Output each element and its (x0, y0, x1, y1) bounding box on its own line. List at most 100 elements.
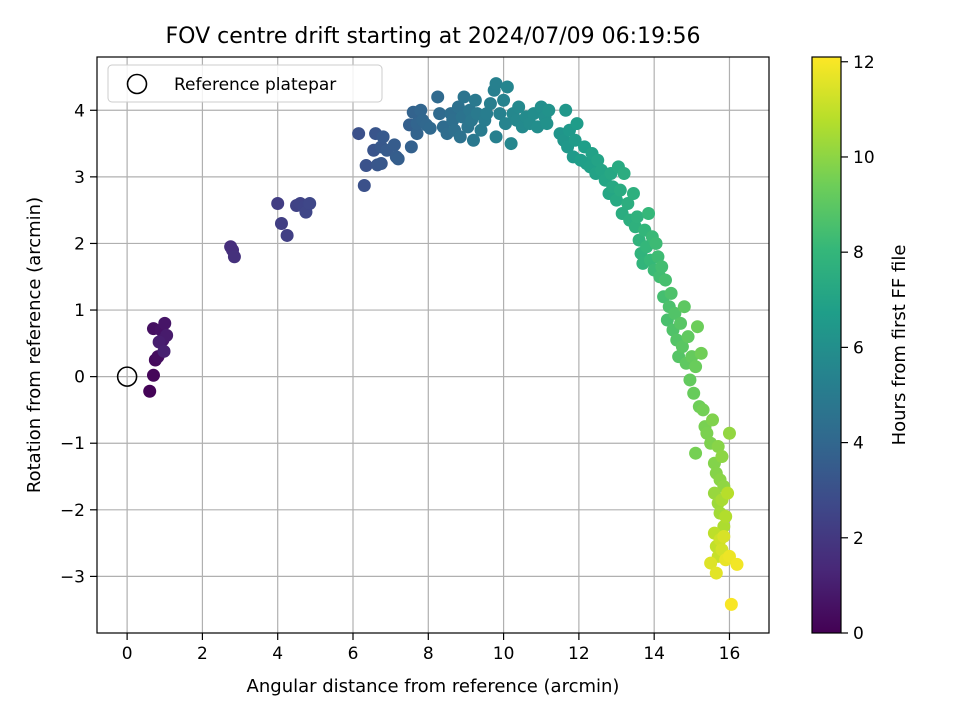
data-point (677, 300, 691, 314)
y-tick-label: −1 (60, 434, 85, 454)
data-point (374, 157, 388, 171)
data-point (722, 426, 736, 440)
data-points (143, 77, 744, 611)
data-point (423, 121, 437, 135)
data-point (387, 138, 401, 152)
legend-marker (126, 73, 148, 95)
data-point (497, 93, 511, 107)
data-point (146, 368, 160, 382)
legend-entry-reference: Reference platepar (174, 75, 336, 95)
colorbar-tick-label: 10 (853, 148, 875, 168)
legend: Reference platepar (107, 64, 383, 103)
data-point (649, 236, 663, 250)
data-point (655, 260, 669, 274)
data-point (621, 196, 635, 210)
data-point (410, 127, 424, 141)
colorbar-label: Hours from first FF file (889, 245, 910, 446)
data-point (303, 196, 317, 210)
colorbar-tick-label: 0 (853, 624, 864, 644)
data-point (715, 450, 729, 464)
y-tick-label: 3 (74, 168, 85, 188)
data-point (468, 93, 482, 107)
data-point (711, 440, 725, 454)
data-point (730, 557, 744, 571)
data-point (433, 107, 447, 121)
data-point (719, 509, 733, 523)
data-point (613, 183, 627, 197)
data-point (376, 130, 390, 144)
data-point (500, 80, 514, 94)
colorbar-gradient (811, 56, 842, 634)
data-point (414, 103, 428, 117)
data-point (271, 196, 285, 210)
data-point (570, 117, 584, 131)
data-point (352, 127, 366, 141)
data-point (431, 90, 445, 104)
data-point (674, 316, 688, 330)
data-point (709, 566, 723, 580)
data-point (664, 286, 678, 300)
colorbar-tick-label: 6 (853, 338, 864, 358)
legend-box (107, 64, 383, 103)
data-point (542, 103, 556, 117)
data-point (457, 90, 471, 104)
y-tick-label: 1 (74, 301, 85, 321)
data-point (689, 360, 703, 374)
data-point (687, 386, 701, 400)
data-point (689, 446, 703, 460)
data-point (227, 250, 241, 264)
data-point (559, 103, 573, 117)
y-tick-label: −3 (60, 567, 85, 587)
data-point (143, 384, 157, 398)
data-point (391, 152, 405, 166)
data-point (642, 206, 656, 220)
x-tick-label: 2 (197, 644, 208, 664)
data-point (489, 130, 503, 144)
data-point (610, 193, 624, 207)
y-axis-label: Rotation from reference (arcmin) (24, 197, 45, 493)
data-point (404, 140, 418, 154)
x-tick-label: 12 (568, 644, 590, 664)
data-point (706, 413, 720, 427)
colorbar-ticks: 0 2 4 6 8 10 12 (841, 53, 875, 644)
data-point (696, 403, 710, 417)
data-point (466, 133, 480, 147)
data-point (480, 107, 494, 121)
data-point (453, 130, 467, 144)
x-tick-label: 10 (493, 644, 515, 664)
data-point (717, 519, 731, 533)
colorbar: 0 2 4 6 8 10 12 Hours from first FF file (811, 53, 910, 644)
data-point (651, 250, 665, 264)
x-tick-label: 16 (719, 644, 741, 664)
x-tick-label: 6 (348, 644, 359, 664)
y-tick-label: 2 (74, 234, 85, 254)
y-ticks: −3 −2 −1 0 1 2 3 4 (60, 101, 97, 587)
data-point (359, 159, 373, 173)
data-point (158, 316, 172, 330)
data-point (675, 340, 689, 354)
y-tick-label: 4 (74, 101, 85, 121)
data-point (274, 216, 288, 230)
data-point (717, 529, 731, 543)
data-point (280, 228, 294, 242)
data-point (721, 486, 735, 500)
data-point (704, 556, 718, 570)
plot-frame (96, 56, 770, 634)
data-point (626, 187, 640, 201)
x-axis-label: Angular distance from reference (arcmin) (247, 676, 620, 697)
colorbar-tick-label: 4 (853, 434, 864, 454)
data-point (540, 117, 554, 131)
x-ticks: 0 2 4 6 8 10 12 14 16 (122, 633, 741, 664)
colorbar-tick-label: 8 (853, 243, 864, 263)
data-point (357, 179, 371, 193)
data-point (630, 210, 644, 224)
data-point (683, 373, 697, 387)
data-point (658, 273, 672, 287)
data-point (451, 100, 465, 114)
colorbar-tick-label: 12 (853, 53, 875, 73)
reference-marker (116, 366, 138, 387)
data-point (498, 117, 512, 131)
data-point (568, 133, 582, 147)
data-point (157, 344, 171, 358)
